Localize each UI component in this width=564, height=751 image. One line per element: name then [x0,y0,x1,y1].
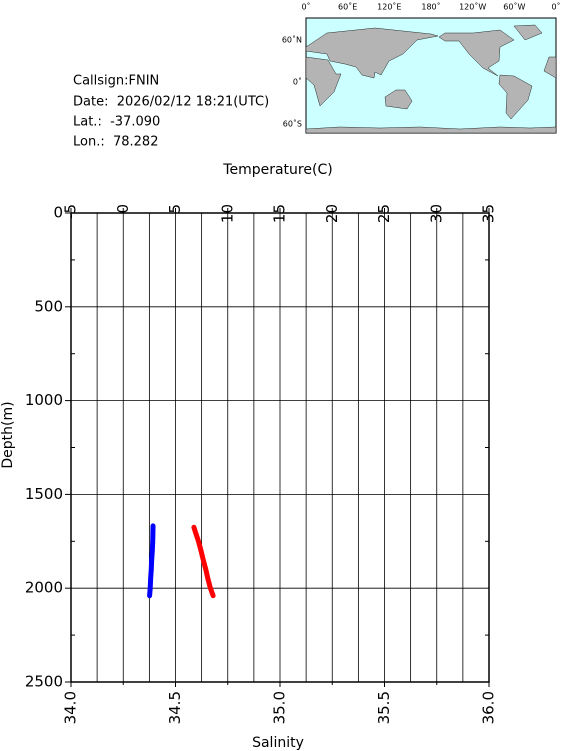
x2-tick-label: -5 [62,204,80,219]
info-block: Callsign:FNIN Date: 2026/02/12 18:21(UTC… [73,74,269,150]
x2-axis-title: Temperature(C) [222,162,332,178]
map: * 0˚ 60˚E 120˚E 180˚ 120˚W 60˚W 0˚ 60˚N 0˚ 60˚S [282,0,561,134]
profile-line [147,523,156,599]
y-axis-title: Depth(m) [0,401,16,468]
x2-tick-label: 25 [375,204,393,223]
y-tick-label: 2500 [25,673,63,691]
grid [70,212,490,683]
y-tick-label: 1000 [25,391,63,409]
map-lat-label: 60˚S [283,119,302,129]
map-lon-label: 60˚E [338,2,357,12]
map-lon-label: 0˚ [551,2,560,12]
x2-tick-label: 0 [114,204,132,214]
map-lat-label: 60˚N [282,35,302,45]
x-tick-label: 34.5 [166,691,184,724]
y-tick-label: 500 [34,297,63,315]
map-lon-label: 60˚W [503,2,525,12]
x2-tick-label: 30 [427,204,445,223]
x-tick-label: 36.0 [480,691,498,724]
y-tick-label: 1500 [25,485,63,503]
callsign: Callsign:FNIN [73,74,159,89]
y-tick-label: 0 [53,204,63,222]
x2-tick-label: 35 [480,204,498,223]
x2-tick-label: 5 [166,204,184,214]
map-lon-label: 120˚W [459,2,486,12]
x-axis-title: Salinity [252,735,304,751]
profile-line [191,524,216,599]
x-tick-label: 34.0 [62,691,80,724]
x-tick-label: 35.0 [271,691,289,724]
date: Date: 2026/02/12 18:21(UTC) [73,95,269,110]
map-lon-label: 180˚ [421,2,440,12]
x2-tick-label: 15 [271,204,289,223]
x2-tick-label: 20 [323,204,341,223]
longitude: Lon.: 78.282 [73,135,158,150]
land [305,24,557,134]
map-lat-label: 0˚ [293,77,302,87]
x2-tick-label: 10 [218,204,236,223]
map-lon-label: 0˚ [301,2,310,12]
map-lon-label: 120˚E [377,2,401,12]
y-tick-label: 2000 [25,579,63,597]
latitude: Lat.: -37.090 [73,115,160,130]
position-marker: * [303,0,310,8]
x-tick-label: 35.5 [375,691,393,724]
